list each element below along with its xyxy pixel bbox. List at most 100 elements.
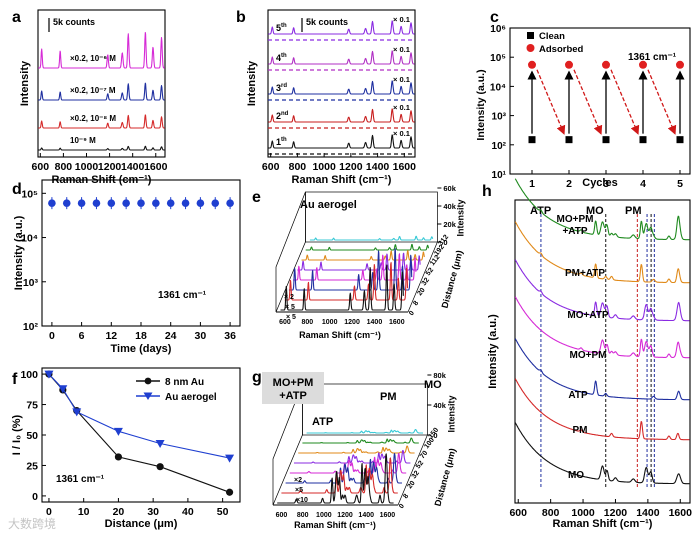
z-tick-label: 0: [408, 310, 416, 317]
data-point: [72, 408, 82, 417]
legend-marker-clean: [527, 32, 534, 39]
series-line: [268, 20, 415, 35]
y-tick-label: 0: [32, 491, 38, 503]
x-tick-label: 600: [509, 507, 527, 519]
y-tick-label: 10⁶: [490, 24, 506, 35]
y-axis-title: Intensity (a.u.): [13, 215, 25, 290]
box-back-wall: [305, 191, 438, 243]
x-axis-title: Raman Shift (cm⁻¹): [299, 330, 381, 340]
y-tick-label: 75: [26, 400, 38, 412]
data-point-clean: [565, 136, 573, 144]
z-tick-label: 20: [416, 287, 426, 298]
panel-letter-g: g: [252, 369, 262, 386]
series-line: [514, 221, 690, 284]
annotation: 1361 cm⁻¹: [56, 474, 105, 485]
annotation: 1361 cm⁻¹: [158, 290, 207, 301]
data-point: [122, 199, 130, 207]
x-tick-label: 800: [301, 319, 313, 326]
peak-label: MO: [586, 205, 604, 217]
x-tick-label: 36: [224, 330, 236, 342]
y-axis-title: Intensity: [19, 60, 31, 106]
y-tick-label: 20k: [443, 220, 456, 229]
y-axis-title: I / I₀ (%): [11, 414, 23, 455]
waterfall-line: [292, 253, 417, 281]
depth-axis-title: Distance (μm): [433, 447, 458, 507]
x-tick-label: 10: [78, 506, 90, 518]
data-point-adsorbed: [528, 60, 536, 69]
waterfall-line: [277, 453, 394, 504]
scale-factor-label: × 0.1: [393, 75, 410, 84]
x-tick-label: 20: [113, 506, 125, 518]
series-label: MO: [568, 470, 584, 481]
peak-label: PM: [625, 205, 642, 217]
series-label: PM: [573, 425, 588, 436]
z-tick-label: 70: [419, 450, 429, 461]
panel-letter-h: h: [482, 183, 492, 200]
series-line: [268, 108, 415, 123]
watermark-text: 大数跨境: [8, 517, 57, 531]
series-label: 10⁻⁹ M: [70, 136, 96, 145]
scale-bar-label: 5k counts: [53, 17, 95, 27]
y-tick-label: 25: [26, 460, 38, 472]
y-tick-label: 0: [443, 238, 447, 247]
x-tick-label: 1200: [337, 512, 353, 519]
data-point: [196, 199, 205, 207]
z-tick-label: 32: [411, 470, 421, 481]
z-tick-label: 52: [425, 267, 435, 278]
x-tick-label: 4: [640, 178, 646, 190]
y-tick-label: 80k: [433, 371, 446, 380]
peak-label: ATP: [530, 205, 551, 217]
x-tick-label: 1400: [636, 507, 660, 519]
y-tick-label: 40k: [443, 202, 456, 211]
x-tick-label: 1600: [393, 161, 417, 173]
y-tick-label: 10⁴: [490, 82, 506, 93]
x-axis-title: Distance (μm): [105, 518, 178, 530]
x-tick-label: 1000: [316, 512, 332, 519]
series-line: [514, 378, 690, 441]
scale-factor-label: × 5: [286, 314, 296, 321]
y-tick-label: 40k: [433, 401, 446, 410]
x-tick-label: 0: [49, 330, 55, 342]
scale-factor-label: ×5: [295, 487, 303, 494]
x-tick-label: 800: [297, 512, 309, 519]
x-axis-title: Raman Shift (cm⁻¹): [292, 174, 392, 186]
x-axis-title: Cycles: [582, 177, 617, 189]
data-point: [48, 199, 56, 207]
panel-a: a 5k counts ×0.2, 10⁻⁶ M ×0.2, 10⁻⁷ M ×0.2, …: [12, 9, 168, 186]
y-axis-title: Intensity (a.u.): [487, 314, 499, 389]
y-tick-label: 10³: [492, 112, 507, 123]
series-label: ATP: [568, 390, 588, 401]
waterfall-line: [284, 262, 409, 301]
panel-letter-d: d: [12, 181, 22, 198]
x-tick-label: 800: [289, 161, 307, 173]
x-tick-label: 1400: [366, 161, 390, 173]
waterfall-line: [285, 453, 403, 484]
waterfall-line: [297, 252, 421, 271]
plot-frame: [267, 9, 416, 158]
x-tick-label: 800: [55, 161, 73, 173]
y-tick-label: 10²: [492, 141, 507, 152]
scale-factor-label: × 0.1: [393, 15, 410, 24]
data-point-clean: [676, 136, 684, 144]
waterfall-line: [302, 437, 419, 444]
data-point: [211, 199, 220, 207]
data-point: [156, 463, 164, 471]
legend-label-clean: Clean: [539, 31, 565, 42]
cycle-label: 1th: [276, 137, 287, 147]
panel-letter-a: a: [12, 9, 21, 26]
depth-axis-title: Distance (μm): [440, 249, 465, 309]
panel-title-box: [262, 372, 324, 404]
legend-marker: [143, 392, 153, 400]
data-point: [113, 427, 123, 436]
x-tick-label: 800: [542, 507, 560, 519]
x-axis-title: Time (days): [111, 343, 172, 355]
clean-arrow: [610, 69, 640, 135]
z-tick-label: 0: [398, 503, 406, 510]
waterfall-line: [305, 243, 430, 251]
x-tick-label: 6: [79, 330, 85, 342]
data-point: [225, 488, 234, 496]
x-tick-label: 30: [147, 506, 159, 518]
x-tick-label: 1600: [380, 512, 396, 519]
x-tick-label: 600: [276, 512, 288, 519]
